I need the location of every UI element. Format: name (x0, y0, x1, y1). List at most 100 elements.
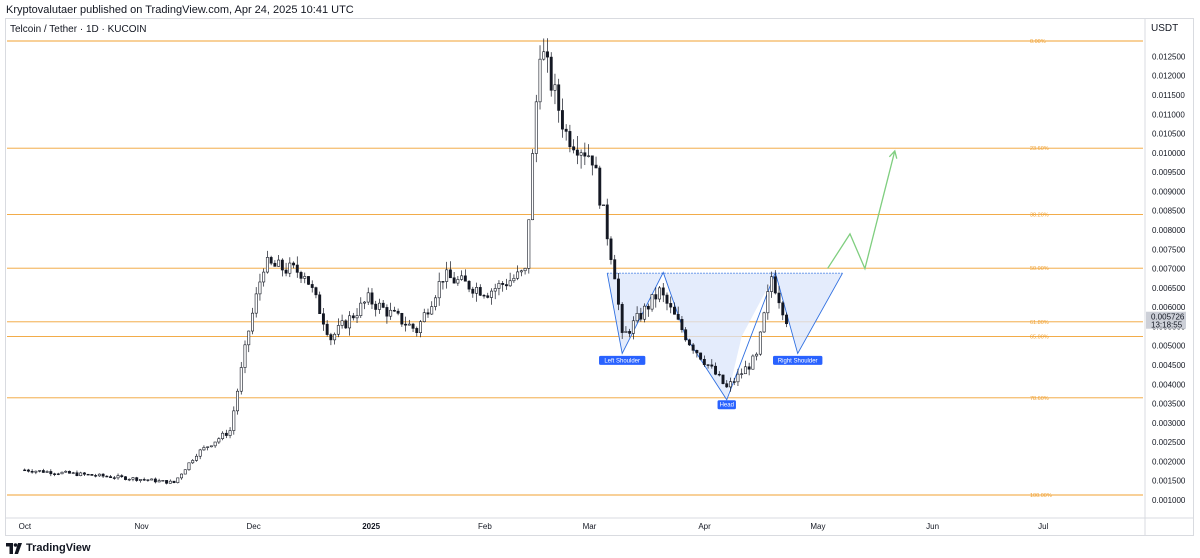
candle (706, 364, 710, 369)
price-tick-label: 0.009500 (1152, 168, 1186, 177)
candle (340, 314, 344, 329)
candle-body (575, 149, 579, 156)
candle (553, 73, 557, 105)
candle-body (265, 257, 269, 273)
candle-body (146, 479, 150, 481)
time-tick-label: Dec (246, 522, 260, 531)
candle-body (187, 462, 191, 471)
pattern-outline (606, 270, 843, 401)
candle (109, 474, 113, 479)
candle (318, 291, 322, 315)
candle (265, 250, 269, 274)
candle-body (654, 294, 658, 300)
tradingview-logo-icon (6, 542, 22, 554)
candle-body (699, 352, 703, 360)
currency-label[interactable]: USDT (1151, 23, 1179, 34)
candle (389, 302, 393, 320)
price-tick-label: 0.003000 (1152, 419, 1186, 428)
candle-body (725, 383, 729, 388)
candle (620, 302, 624, 339)
projection-line (827, 150, 896, 271)
candle-body (295, 264, 299, 273)
candle-body (620, 304, 624, 333)
candle-body (467, 280, 471, 290)
candle (516, 265, 520, 281)
candle (168, 479, 172, 484)
pattern-label: Head (717, 400, 736, 410)
symbol-title[interactable]: Telcoin / Tether · 1D · KUCOIN (10, 24, 147, 35)
candle (721, 374, 725, 385)
candle-body (280, 259, 284, 271)
candle (415, 326, 419, 337)
candle-body (504, 284, 508, 287)
candle-body (97, 473, 101, 477)
candle (127, 478, 131, 482)
candle (684, 327, 688, 342)
last-price-value: 0.005726 (1151, 313, 1185, 322)
candle (348, 311, 352, 336)
candle (605, 198, 609, 246)
candle (370, 288, 374, 309)
candle-body (706, 364, 710, 366)
candle-body (560, 110, 564, 130)
brand-name: TradingView (26, 542, 91, 554)
candle (172, 480, 176, 484)
candle-body (527, 219, 531, 269)
candle-body (777, 292, 781, 304)
candle (646, 303, 650, 317)
candle-body (224, 432, 228, 436)
candle-body (721, 374, 725, 384)
candle (131, 477, 135, 482)
candle-body (493, 288, 497, 292)
candle (307, 276, 310, 285)
candle-body (579, 152, 583, 156)
candle (747, 362, 751, 376)
candle (329, 332, 333, 346)
candle-body (762, 312, 766, 333)
candle-body (534, 101, 538, 154)
candle (23, 468, 27, 472)
candle-body (751, 355, 755, 370)
candle-body (269, 257, 273, 264)
candle-body (456, 279, 460, 284)
candle-body (68, 470, 71, 474)
candle (258, 273, 262, 301)
candle-body (344, 320, 348, 329)
candle (534, 94, 538, 163)
candle (770, 271, 774, 298)
candle (639, 307, 643, 322)
candle-body (34, 470, 38, 473)
candle-body (183, 469, 187, 475)
price-tick-label: 0.002500 (1152, 438, 1186, 447)
candle-body (616, 278, 620, 305)
candle-body (430, 306, 434, 315)
candle (34, 470, 38, 475)
candle (702, 355, 706, 367)
candle-body (228, 430, 232, 436)
candle-body (471, 288, 475, 294)
candle-body (49, 471, 53, 475)
candle-body (613, 259, 617, 280)
price-tick-label: 0.005000 (1152, 342, 1186, 351)
candle-body (318, 294, 322, 315)
candle (654, 287, 658, 308)
candle-body (628, 331, 632, 334)
candle-body (590, 155, 594, 166)
candle-body (157, 480, 161, 483)
candle (243, 340, 247, 374)
price-tick-label: 0.003500 (1152, 400, 1186, 409)
candle (86, 473, 90, 476)
candle (549, 52, 553, 97)
price-tick-label: 0.010000 (1152, 149, 1186, 158)
chart-frame[interactable] (5, 18, 1194, 536)
candle (236, 388, 239, 415)
candle (38, 470, 42, 473)
candle-body (426, 312, 430, 315)
candle-body (743, 366, 747, 375)
candle (97, 473, 101, 477)
candle-body (101, 473, 105, 477)
candle (239, 361, 243, 395)
candle-body (422, 312, 426, 322)
candle (687, 338, 691, 346)
